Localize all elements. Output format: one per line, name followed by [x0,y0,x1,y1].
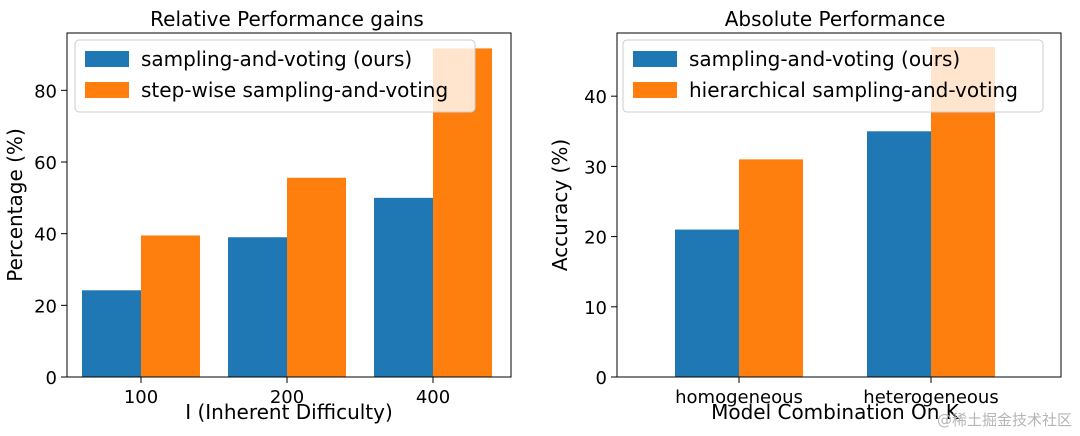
c1-bar-100-s2 [141,235,200,377]
c1-title: Relative Performance gains [150,7,424,31]
c2-bar-homogeneous-s2 [739,159,803,377]
c1-legend-swatch-s2 [85,82,129,98]
c1-bar-200-s2 [287,177,346,377]
c1-ytick-label: 60 [34,153,57,174]
c1-legend-label-s2: step-wise sampling-and-voting [141,78,448,102]
c1-xtick-label: 100 [124,387,158,408]
c2-legend-box [622,39,1044,113]
c2-legend-swatch-s1 [633,51,677,67]
c1-x-axis-label: I (Inherent Difficulty) [185,400,393,424]
c1-bar-100-s1 [82,290,141,377]
c1-ytick-label: 0 [46,368,57,389]
c2-title: Absolute Performance [725,7,946,31]
c1-bar-400-s1 [374,197,433,377]
c2-ytick-label: 20 [584,228,607,249]
c2-ytick-label: 10 [584,298,607,319]
c1-ytick-label: 80 [34,81,57,102]
c2-xtick-label: heterogeneous [863,387,998,408]
c1-ytick-label: 20 [34,296,57,317]
c1-bar-200-s1 [228,237,287,377]
c1-legend-label-s1: sampling-and-voting (ours) [141,47,412,71]
c1-legend-box [74,39,476,113]
c1-xtick-label: 400 [416,387,450,408]
c1-ytick-label: 40 [34,225,57,246]
watermark: @稀土掘金技术社区 [936,411,1072,429]
c2-x-axis-label: Model Combination On K [711,400,960,424]
c2-xtick-label: homogeneous [675,387,803,408]
c2-legend-swatch-s2 [633,82,677,98]
c2-y-axis-label: Accuracy (%) [548,139,572,271]
c2-legend-label-s2: hierarchical sampling-and-voting [689,78,1018,102]
c1-xtick-label: 200 [270,387,304,408]
c2-ytick-label: 30 [584,157,607,178]
c2-ytick-label: 40 [584,87,607,108]
c1-legend-swatch-s1 [85,51,129,67]
c2-legend-label-s1: sampling-and-voting (ours) [689,47,960,71]
c2-bar-homogeneous-s1 [675,229,739,377]
c1-y-axis-label: Percentage (%) [3,128,27,281]
c1-axes-frame [66,32,512,378]
c2-axes-frame [616,32,1062,378]
c2-bar-heterogeneous-s1 [867,131,931,377]
c2-ytick-label: 0 [596,368,607,389]
